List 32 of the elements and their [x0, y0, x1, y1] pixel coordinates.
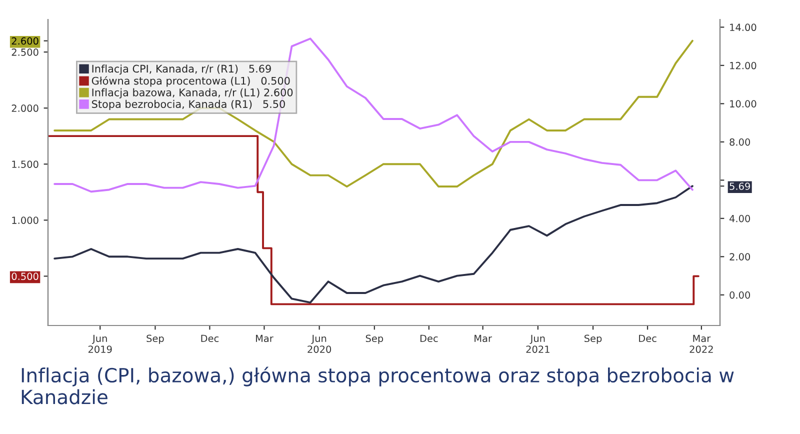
y-tick-label: 1.500 [12, 160, 38, 168]
line-series [54, 185, 694, 304]
y2-tick-label: 8.00 [730, 138, 750, 146]
y2-tick-label: 2.00 [730, 253, 750, 260]
x-tick-label: Mar [256, 334, 274, 342]
y2-tick-label: 14.00 [730, 24, 756, 32]
y2-tick-label: 0.00 [730, 291, 750, 299]
y2-tick-label: 10.00 [730, 100, 756, 108]
y-tick-label: 2.500 [12, 48, 38, 56]
x-tick-label: Dec [639, 334, 656, 342]
text: Inflacja (CPI, bazowa,) główna stopa procentowa oraz stopa bezrobocia w Kanadzie [22, 366, 734, 404]
y-tick-label: 2.000 [12, 104, 38, 112]
y2-tick-label: 12.00 [730, 62, 756, 70]
y2-tick-label: 5.69 [730, 182, 750, 190]
legend-label: Inflacja bazowa, Kanada, r/r (L1) 2.600 [92, 88, 293, 98]
x-tick-label: Sep [146, 334, 164, 344]
legend-label: Stopa bezrobocia, Kanada (R1) 5.50 [92, 100, 285, 110]
x-tick-label: Dec [201, 334, 219, 342]
legend-label: Główna stopa procentowa (L1) 0.500 [92, 76, 290, 87]
x-tick-label: Mar [474, 334, 492, 342]
y2-tick-label: 4.00 [730, 214, 750, 222]
y-tick-label: 2.600 [12, 37, 38, 45]
x-tick-label: Jun 2021 [526, 334, 550, 353]
y-tick-label: 1.000 [12, 216, 38, 224]
x-tick-label: Mar 2022 [690, 334, 713, 353]
x-tick-label: Jun 2019 [88, 334, 112, 353]
legend-label: Inflacja CPI, Kanada, r/r (R1) 5.69 [92, 64, 271, 75]
x-tick-label: Sep [584, 334, 602, 344]
x-tick-label: Dec [420, 334, 438, 342]
x-tick-label: Sep [366, 334, 384, 344]
x-tick-label: Jun 2020 [308, 334, 332, 353]
y-tick-label: 0.500 [12, 272, 38, 280]
